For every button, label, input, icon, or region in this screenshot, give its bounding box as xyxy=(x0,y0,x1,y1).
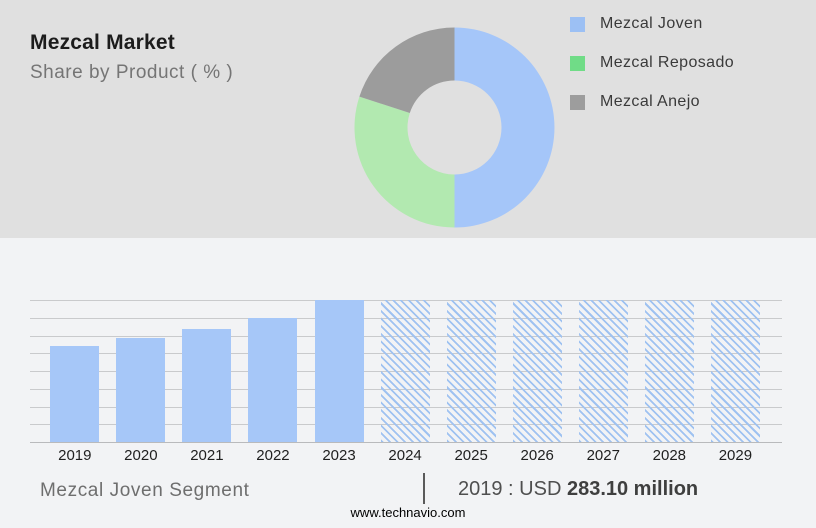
donut-segment-2 xyxy=(359,27,455,113)
donut-chart xyxy=(354,27,555,228)
legend-item-1: Mezcal Reposado xyxy=(570,54,735,71)
page-title: Mezcal Market xyxy=(30,31,175,54)
value-prefix: 2019 : USD xyxy=(458,478,562,500)
x-tick-label-2023: 2023 xyxy=(322,447,356,464)
x-tick-label-2027: 2027 xyxy=(586,447,620,464)
x-tick-label-2025: 2025 xyxy=(454,447,488,464)
top-panel: Mezcal Market Share by Product ( % ) Mez… xyxy=(0,0,816,238)
bar-2022-solid xyxy=(248,317,298,442)
bar-2025-hatched xyxy=(446,300,496,442)
bar-chart xyxy=(30,300,782,443)
bar-2027-hatched xyxy=(578,300,628,442)
page-subtitle: Share by Product ( % ) xyxy=(30,62,234,83)
legend-item-0: Mezcal Joven xyxy=(570,15,734,32)
x-tick-label-2028: 2028 xyxy=(652,447,687,464)
bottom-panel: 2019 2020 2021 2022 2023 2024 2025 2026 2027 2028… xyxy=(0,238,816,528)
x-tick-label-2022: 2022 xyxy=(256,447,290,464)
bar-2029-hatched xyxy=(710,300,760,442)
x-tick-label-2029: 2029 xyxy=(718,447,753,464)
value-text: 2019 : USD 283.10 million xyxy=(458,478,698,501)
legend-label: Mezcal Reposado xyxy=(600,54,735,71)
x-axis-line xyxy=(30,442,782,443)
legend-swatch-icon xyxy=(570,55,585,71)
legend-swatch-icon xyxy=(570,94,585,110)
bar-2023-solid xyxy=(314,300,364,442)
x-tick-label-2019: 2019 xyxy=(58,447,92,464)
value-amount: 283.10 million xyxy=(566,478,699,500)
legend: Mezcal Joven Mezcal Reposado Mezcal Anejo xyxy=(570,15,735,133)
x-tick-label-2024: 2024 xyxy=(388,447,422,464)
segment-label: Mezcal Joven Segment xyxy=(40,480,250,501)
x-tick-label-2020: 2020 xyxy=(124,447,158,464)
bar-2026-hatched xyxy=(512,300,562,442)
legend-label: Mezcal Joven xyxy=(600,15,703,32)
bar-2024-hatched xyxy=(380,300,430,442)
legend-swatch-icon xyxy=(570,16,585,32)
legend-item-2: Mezcal Anejo xyxy=(570,93,734,110)
x-tick-label-2026: 2026 xyxy=(520,447,554,464)
bar-2020-solid xyxy=(116,337,166,442)
bar-2019-solid xyxy=(50,346,100,442)
donut-segment-1 xyxy=(354,96,455,228)
website-url: www.technavio.com xyxy=(350,505,466,520)
title-block: Mezcal Market Share by Product ( % ) xyxy=(30,31,233,84)
donut-segment-0 xyxy=(454,27,555,228)
bar-2028-hatched xyxy=(644,300,694,442)
legend-label: Mezcal Anejo xyxy=(600,93,700,110)
bar-2021-solid xyxy=(182,329,232,442)
separator-bar xyxy=(423,473,425,504)
x-tick-label-2021: 2021 xyxy=(190,447,224,464)
